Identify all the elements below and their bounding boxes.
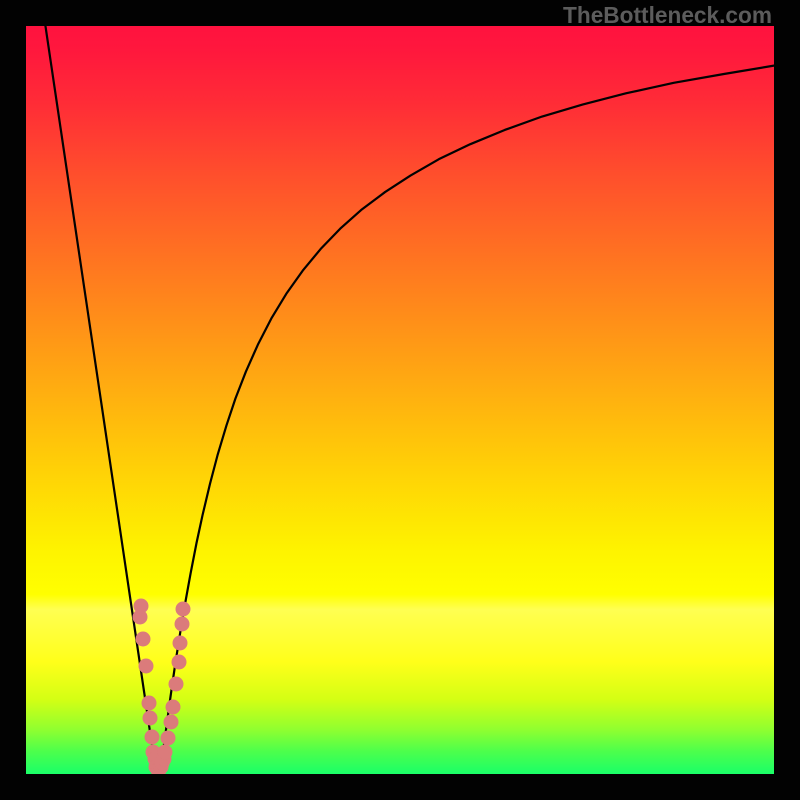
bottleneck-chart: TheBottleneck.com — [0, 0, 800, 800]
watermark-text: TheBottleneck.com — [563, 2, 772, 29]
scatter-dot — [144, 729, 159, 744]
scatter-dot — [164, 714, 179, 729]
scatter-dot — [171, 654, 186, 669]
scatter-dot — [135, 632, 150, 647]
scatter-dot — [168, 677, 183, 692]
scatter-dot — [174, 617, 189, 632]
scatter-dot — [143, 710, 158, 725]
scatter-dot — [141, 695, 156, 710]
scatter-dot — [161, 731, 176, 746]
plot-area — [26, 26, 774, 774]
curve-path — [45, 26, 774, 774]
scatter-dot — [138, 658, 153, 673]
scatter-dot — [176, 602, 191, 617]
scatter-dot — [134, 598, 149, 613]
scatter-dot — [165, 699, 180, 714]
scatter-dot — [173, 636, 188, 651]
scatter-dot — [158, 744, 173, 759]
